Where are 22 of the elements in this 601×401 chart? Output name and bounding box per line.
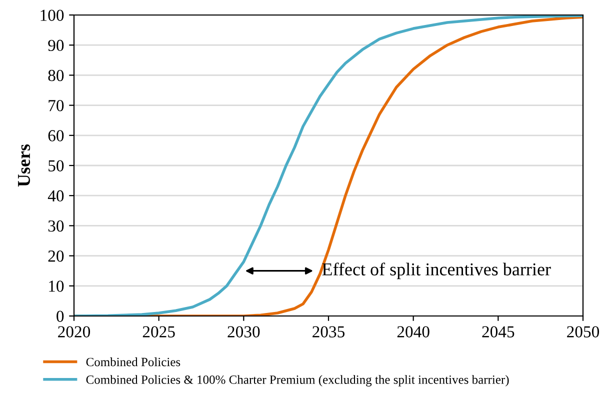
y-tick-label: 60	[48, 130, 64, 142]
x-tick-label: 2045	[482, 326, 514, 338]
y-axis-title: Users	[18, 144, 30, 187]
x-tick-label: 2035	[312, 326, 345, 338]
y-tick-label: 20	[48, 250, 64, 262]
x-tick-label: 2030	[228, 326, 260, 338]
x-tick-label: 2020	[58, 326, 90, 338]
y-tick-label: 90	[48, 40, 64, 52]
y-tick-label: 100	[40, 10, 64, 21]
y-tick-label: 0	[56, 310, 64, 322]
legend-label: Combined Policies	[86, 357, 180, 366]
x-tick-label: 2025	[142, 326, 175, 338]
x-tick-label: 2040	[397, 326, 430, 338]
x-tick-label: 2050	[567, 326, 600, 338]
y-tick-label: 80	[48, 70, 64, 82]
y-tick-label: 40	[48, 190, 64, 202]
y-tick-label: 50	[48, 160, 64, 172]
y-tick-label: 70	[48, 100, 64, 112]
annotation: Effect of split incentives barrier	[322, 262, 551, 280]
legend-label: Combined Policies & 100% Charter Premium (excluding the split incentives barrier)	[86, 375, 509, 386]
y-tick-label: 10	[49, 280, 64, 292]
y-tick-label: 30	[48, 220, 64, 232]
